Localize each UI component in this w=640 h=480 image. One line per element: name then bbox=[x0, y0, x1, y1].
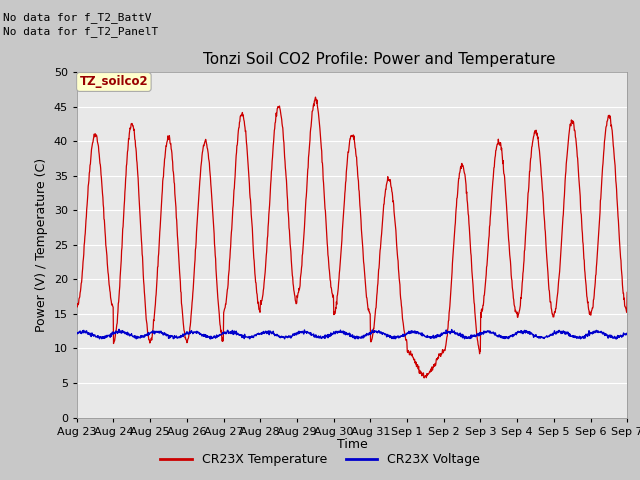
Y-axis label: Power (V) / Temperature (C): Power (V) / Temperature (C) bbox=[35, 158, 48, 332]
Text: TZ_soilco2: TZ_soilco2 bbox=[79, 75, 148, 88]
Legend: CR23X Temperature, CR23X Voltage: CR23X Temperature, CR23X Voltage bbox=[156, 448, 484, 471]
Text: No data for f_T2_BattV: No data for f_T2_BattV bbox=[3, 12, 152, 23]
Title: Tonzi Soil CO2 Profile: Power and Temperature: Tonzi Soil CO2 Profile: Power and Temper… bbox=[204, 52, 556, 67]
Text: No data for f_T2_PanelT: No data for f_T2_PanelT bbox=[3, 26, 159, 37]
X-axis label: Time: Time bbox=[337, 438, 367, 451]
